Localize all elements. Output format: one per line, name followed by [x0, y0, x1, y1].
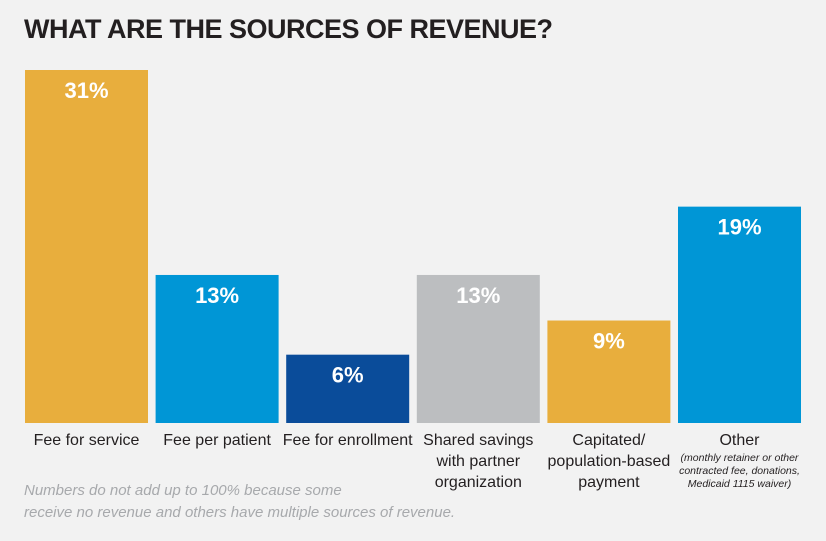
category-label: Fee per patient [163, 432, 271, 449]
category-label: Capitated/ [572, 432, 645, 449]
chart-title: WHAT ARE THE SOURCES OF REVENUE? [24, 14, 553, 44]
bar [416, 274, 540, 423]
category-label: Fee for enrollment [283, 432, 413, 449]
bar-value-label: 6% [332, 363, 364, 388]
bar-group: 6% Fee for enrollment [283, 354, 413, 449]
category-label: Fee for service [34, 432, 140, 449]
bar [25, 70, 148, 423]
bar [286, 354, 410, 423]
category-note: contracted fee, donations, [679, 465, 800, 477]
footnote: Numbers do not add up to 100% because so… [24, 480, 524, 524]
bar-group: 9% Capitated/population-based payment [547, 320, 671, 491]
category-label: Shared savings [423, 432, 533, 449]
bar-group: 19% Other (monthly retainer or othercontra… [678, 206, 801, 490]
category-note: Medicaid 1115 waiver) [688, 478, 792, 490]
category-label: population-based [548, 453, 671, 470]
bar [678, 206, 801, 423]
bar-value-label: 19% [717, 215, 761, 240]
bar-group: 13% Shared savings with partner organizatio… [416, 274, 540, 491]
bar-group: 13% Fee per patient [155, 274, 279, 449]
category-label: payment [578, 474, 640, 491]
bar-value-label: 31% [64, 78, 108, 103]
bar-value-label: 13% [195, 283, 239, 308]
bar [155, 274, 279, 423]
bar-value-label: 9% [593, 329, 625, 354]
bar-group: 31% Fee for service [25, 70, 148, 449]
category-label: Other [719, 432, 760, 449]
category-note: (monthly retainer or other [681, 452, 799, 464]
bar [547, 320, 671, 423]
category-label: with partner [436, 453, 521, 470]
bar-value-label: 13% [456, 283, 500, 308]
category-label: organization [435, 474, 522, 491]
footnote-line-1: Numbers do not add up to 100% because so… [24, 482, 342, 499]
footnote-line-2: receive no revenue and others have multi… [24, 504, 456, 521]
